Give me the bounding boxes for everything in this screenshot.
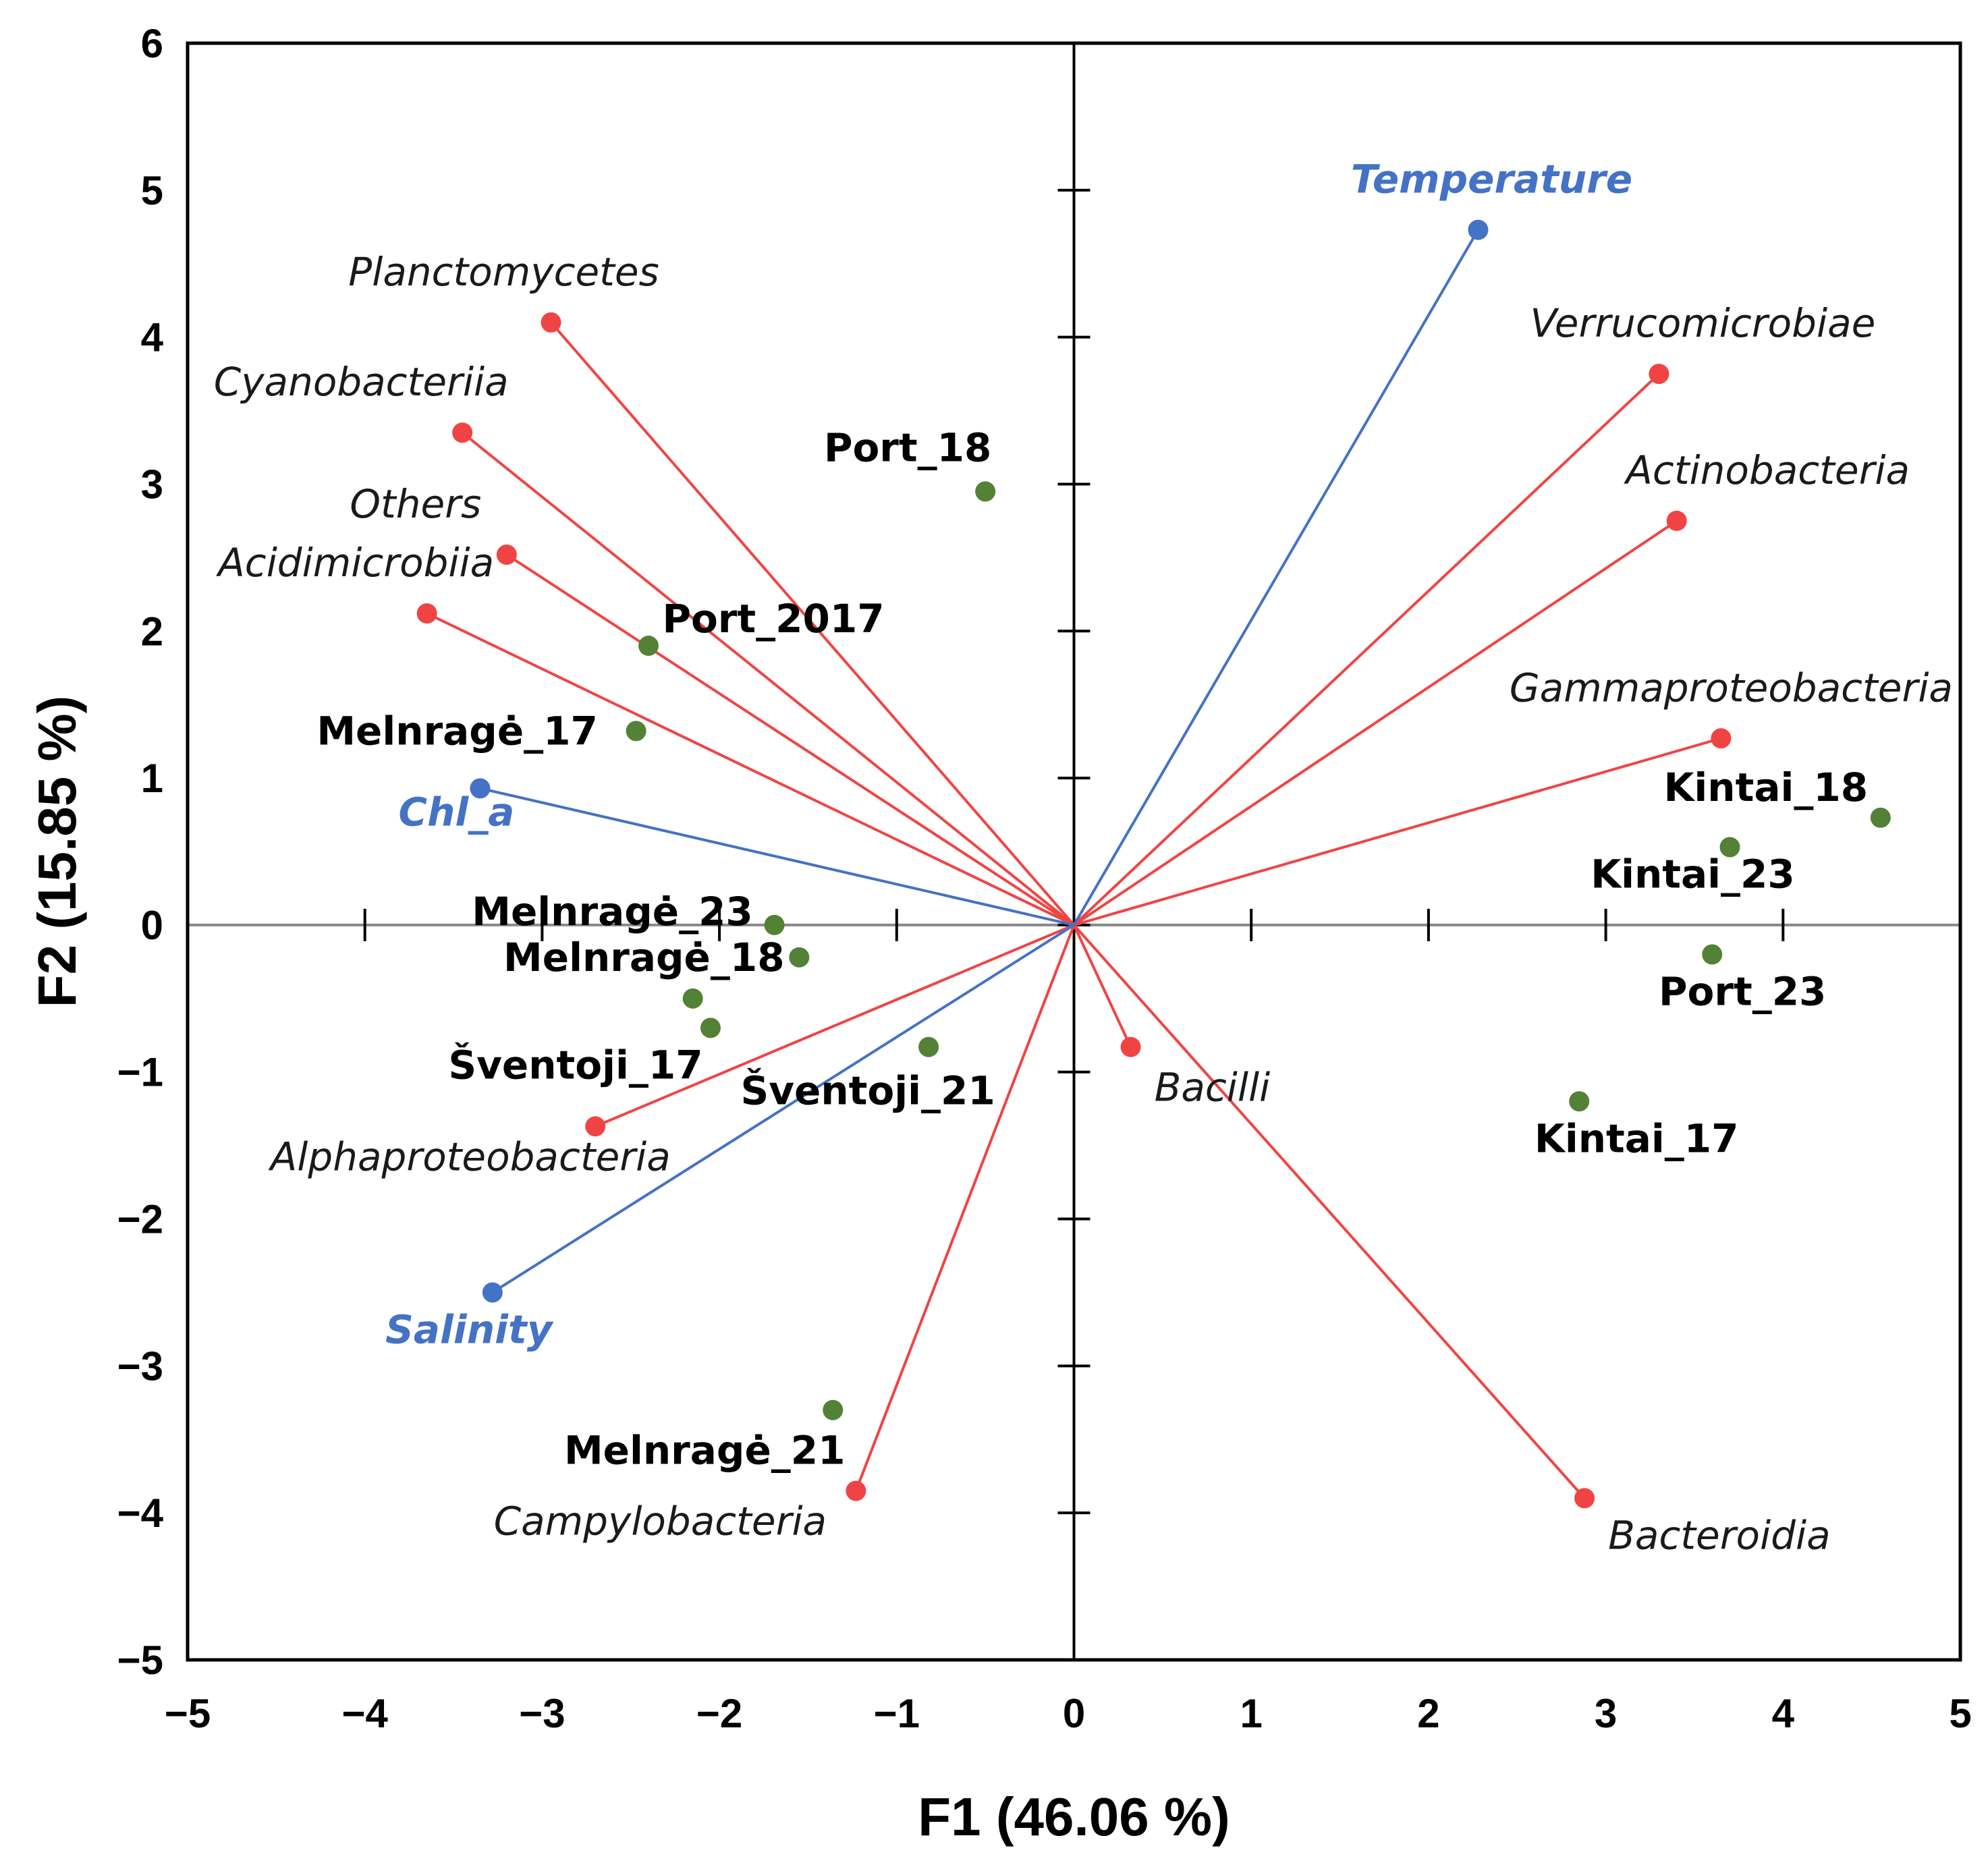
site-point-port-2017	[638, 636, 659, 657]
label-alphaproteobacteria: Alphaproteobacteria	[268, 1134, 671, 1179]
x-tick-label: −4	[341, 1691, 388, 1736]
x-tick-label: 5	[1949, 1691, 1971, 1736]
vector-temperature	[1072, 229, 1480, 926]
x-tick-label: −3	[519, 1691, 565, 1736]
label-kintai-17: Kintai_17	[1535, 1115, 1739, 1161]
site-point-unlabeled-5	[682, 988, 703, 1009]
x-axis-title: F1 (46.06 %)	[918, 1787, 1230, 1847]
site-point-kintai-17	[1569, 1091, 1590, 1112]
vector-cyanobacteriia	[461, 431, 1075, 926]
vector-gammaproteobacteria	[1073, 737, 1721, 926]
y-tick-label: −4	[117, 1491, 164, 1536]
vector-actinobacteria	[1073, 520, 1678, 926]
label-port-2017: Port_2017	[662, 596, 884, 642]
label-port-18: Port_18	[824, 424, 991, 470]
x-tick-label: 0	[1063, 1691, 1085, 1736]
label-cyanobacteriia: Cyanobacteriia	[214, 359, 509, 405]
label-gammaproteobacteria: Gammaproteobacteria	[1510, 665, 1953, 711]
x-tick-label: −2	[696, 1691, 742, 1736]
y-tick-label: −2	[117, 1197, 163, 1242]
site-point-port-18	[975, 481, 996, 502]
x-tick-label: 3	[1595, 1691, 1617, 1736]
vector-tip-actinobacteria	[1666, 510, 1687, 531]
vector-alphaproteobacteria	[595, 924, 1075, 1128]
vector-tip-acidimicrobiia	[416, 603, 437, 624]
vector-others	[505, 553, 1075, 926]
vector-tip-gammaproteobacteria	[1711, 728, 1732, 749]
site-point-sventoji-17	[700, 1018, 721, 1038]
label-others: Others	[350, 481, 481, 527]
vector-salinity	[491, 924, 1075, 1294]
site-point-port-23	[1702, 944, 1723, 965]
vector-chl-a	[480, 787, 1074, 926]
vector-campylobacteria	[854, 924, 1076, 1492]
label-melnrage-17: Melnragė_17	[316, 708, 598, 754]
vector-acidimicrobiia	[426, 612, 1075, 926]
vector-bacteroidia	[1073, 924, 1586, 1499]
vector-tip-bacilli	[1120, 1036, 1141, 1057]
label-acidimicrobiia: Acidimicrobiia	[215, 540, 494, 586]
y-tick-label: −3	[117, 1343, 163, 1389]
plot-frame	[186, 41, 1962, 1662]
label-campylobacteria: Campylobacteria	[494, 1499, 827, 1544]
site-point-kintai-23	[1719, 837, 1740, 858]
vector-verrucomicrobiae	[1073, 372, 1660, 926]
vector-tip-bacteroidia	[1574, 1488, 1595, 1509]
y-tick-label: 3	[141, 462, 163, 507]
label-verrucomicrobiae: Verrucomicrobiae	[1530, 300, 1876, 346]
label-chl-a: Chl_a	[399, 789, 515, 835]
label-port-23: Port_23	[1659, 968, 1826, 1014]
label-temperature: Temperature	[1351, 157, 1632, 202]
vector-tip-temperature	[1468, 219, 1489, 240]
label-kintai-23: Kintai_23	[1591, 851, 1795, 897]
label-sventoji-21: Šventoji_21	[740, 1067, 995, 1114]
label-melnrage-21: Melnragė_21	[564, 1428, 846, 1474]
data-points	[416, 219, 1891, 1509]
label-melnrage-18: Melnragė_18	[503, 935, 785, 980]
y-tick-label: 5	[141, 168, 163, 213]
label-bacteroidia: Bacteroidia	[1608, 1512, 1831, 1558]
site-point-melnrage-23	[764, 914, 785, 935]
y-tick-label: 1	[141, 756, 163, 801]
tick-labels: −5 −4 −3 −2 −1 0 1 2 3 4 5 −5 −4 −3 −2 −1 0 1 2 3 4 5 6	[117, 21, 1972, 1736]
vector-tip-alphaproteobacteria	[585, 1116, 606, 1137]
site-point-melnrage-21	[823, 1399, 844, 1420]
vector-tip-cyanobacteriia	[452, 422, 473, 443]
point-labels: Planctomycetes Cyanobacteriia Others Acidim…	[214, 157, 1953, 1559]
y-tick-label: −1	[117, 1050, 163, 1095]
site-point-kintai-18	[1870, 807, 1891, 828]
vector-tip-salinity	[482, 1282, 503, 1303]
label-actinobacteria: Actinobacteria	[1623, 447, 1910, 493]
vector-tip-planctomycetes	[541, 312, 561, 333]
label-melnrage-23: Melnragė_23	[472, 889, 753, 935]
vector-tip-campylobacteria	[846, 1480, 866, 1501]
y-tick-label: 0	[141, 903, 163, 948]
x-tick-label: 2	[1417, 1691, 1439, 1736]
site-point-melnrage-18	[789, 947, 810, 968]
label-sventoji-17: Šventoji_17	[448, 1041, 702, 1088]
y-tick-label: 4	[141, 315, 164, 360]
vector-planctomycetes	[550, 321, 1076, 926]
vector-tip-others	[496, 545, 517, 565]
label-kintai-18: Kintai_18	[1663, 764, 1868, 810]
y-tick-label: 6	[141, 21, 163, 66]
label-bacilli: Bacilli	[1155, 1065, 1271, 1111]
site-point-sventoji-21	[918, 1036, 939, 1057]
vector-tip-chl-a	[470, 778, 491, 799]
x-tick-label: 1	[1240, 1691, 1263, 1736]
x-tick-label: −1	[874, 1691, 920, 1736]
y-tick-label: 2	[141, 609, 163, 654]
vector-tip-verrucomicrobiae	[1649, 364, 1669, 385]
label-salinity: Salinity	[385, 1306, 554, 1352]
vector-lines	[426, 229, 1721, 1499]
label-planctomycetes: Planctomycetes	[348, 249, 659, 295]
site-point-melnrage-17	[626, 721, 646, 742]
vector-bacilli	[1072, 924, 1132, 1048]
y-tick-label: −5	[117, 1638, 163, 1683]
x-tick-label: 4	[1772, 1691, 1795, 1736]
x-tick-label: −5	[165, 1691, 211, 1736]
y-axis-title: F2 (15.85 %)	[27, 696, 87, 1007]
